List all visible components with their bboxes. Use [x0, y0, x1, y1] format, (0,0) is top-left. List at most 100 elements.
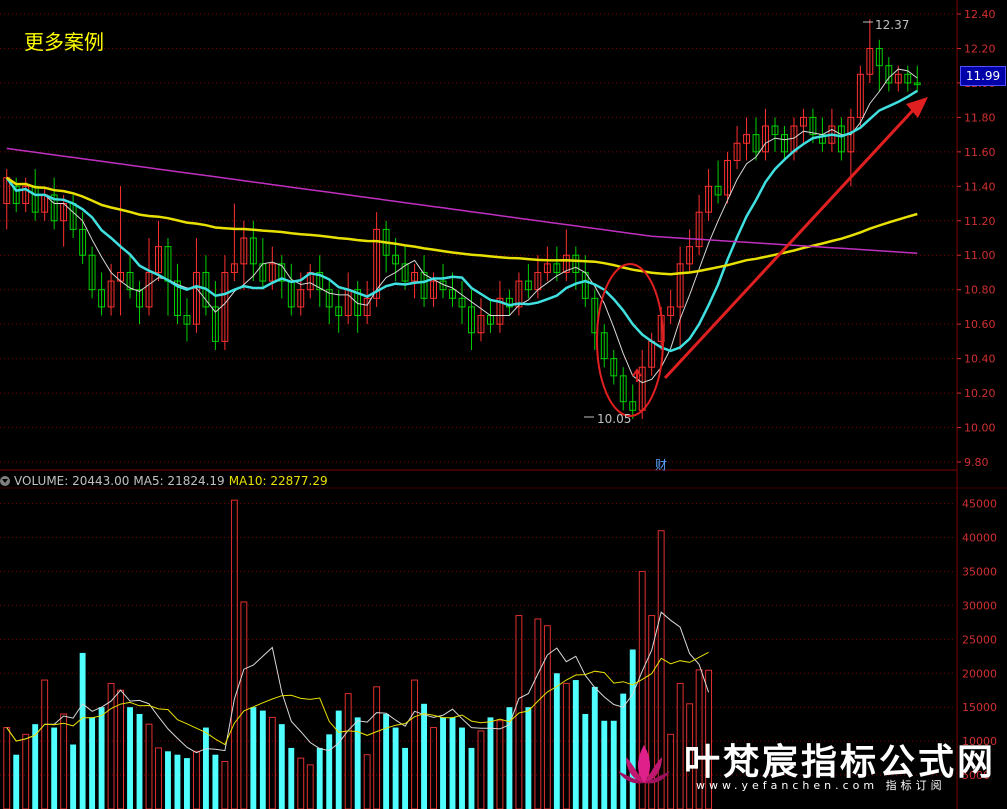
- candle: [363, 297, 371, 317]
- price-tick-label: 10.40: [964, 353, 996, 366]
- volume-bar: [610, 720, 617, 809]
- candle: [401, 263, 409, 282]
- candle: [126, 271, 134, 291]
- volume-bar: [638, 570, 646, 809]
- volume-bar: [373, 686, 381, 809]
- volume-bar: [259, 710, 266, 809]
- candle: [752, 134, 760, 153]
- volume-bar: [468, 747, 475, 809]
- candle: [268, 263, 276, 282]
- candle: [629, 401, 637, 411]
- candle: [335, 306, 343, 317]
- volume-bar: [383, 713, 390, 809]
- volume-bar: [240, 601, 248, 809]
- price-tick-label: 11.80: [964, 111, 996, 124]
- volume-bar: [506, 707, 513, 809]
- ma10-line: [5, 89, 918, 353]
- price-tick-label: 11.00: [964, 249, 996, 262]
- candle: [458, 297, 466, 308]
- candle: [411, 271, 419, 282]
- volume-bar: [344, 693, 352, 809]
- trend-arrow: [663, 106, 917, 380]
- price-tick-label: 11.40: [964, 180, 996, 193]
- candle: [724, 159, 732, 196]
- candle: [183, 315, 191, 325]
- price-tick-label: 10.60: [964, 318, 996, 331]
- volume-bar: [459, 727, 465, 809]
- candle: [562, 254, 570, 273]
- ma10-value: MA10: 22877.29: [228, 474, 328, 488]
- volume-tick-label: 10000: [962, 735, 997, 748]
- volume-bar: [496, 720, 504, 809]
- volume-bar: [174, 754, 181, 809]
- candle: [837, 125, 845, 153]
- volume-ma5-line: [6, 611, 710, 754]
- volume-bar: [326, 734, 333, 809]
- volume-bar: [165, 751, 171, 809]
- watermark-url: www.yefanchen.com 指标订阅: [696, 779, 946, 792]
- volume-bar: [667, 733, 675, 809]
- candle: [297, 289, 305, 308]
- volume-bar: [543, 625, 551, 809]
- volume-bar: [3, 727, 11, 809]
- volume-bar: [572, 680, 579, 809]
- volume-bar: [184, 758, 190, 809]
- lotus-logo-icon: [618, 745, 670, 784]
- volume-ma10-line: [6, 651, 709, 746]
- volume-bar: [316, 747, 323, 809]
- finance-marker[interactable]: 财: [655, 458, 668, 472]
- volume-bar: [13, 754, 20, 809]
- candle: [98, 289, 106, 308]
- ma120-line: [6, 147, 918, 254]
- candle: [667, 306, 675, 317]
- volume-bar: [421, 703, 428, 809]
- volume-bar: [440, 717, 446, 809]
- candle: [600, 332, 608, 360]
- volume-bar: [553, 673, 560, 809]
- candle: [107, 280, 115, 308]
- small-up-arrow-icon: [632, 368, 642, 382]
- candle: [856, 73, 864, 118]
- candle: [420, 271, 428, 299]
- volume-bar: [212, 754, 219, 809]
- volume-bar: [354, 717, 361, 809]
- volume-bar: [487, 717, 494, 809]
- volume-tick-label: 25000: [962, 633, 997, 646]
- candle: [468, 306, 475, 334]
- trend-arrow-head-icon: [906, 97, 928, 118]
- highlight-circle: [596, 263, 664, 417]
- candle: [913, 82, 921, 86]
- candle: [373, 228, 381, 299]
- candle: [354, 289, 362, 317]
- volume-bar: [392, 727, 399, 809]
- candle: [800, 116, 807, 127]
- candle: [543, 263, 551, 273]
- volume-bar: [155, 747, 162, 809]
- volume-bar: [306, 764, 314, 809]
- candle: [249, 237, 257, 265]
- high-label: 12.37: [875, 18, 910, 32]
- candle: [781, 134, 788, 153]
- candle: [695, 211, 703, 248]
- price-tick-label: 12.40: [964, 8, 996, 21]
- volume-bar: [335, 710, 342, 809]
- candle: [22, 185, 30, 205]
- volume-bar: [117, 689, 124, 809]
- watermark: 叶梵宸指标公式网 www.yefanchen.com 指标订阅: [610, 733, 1000, 803]
- collapse-icon[interactable]: [0, 475, 10, 486]
- volume-bar: [591, 686, 598, 809]
- candle: [155, 246, 162, 273]
- price-tick-label: 10.00: [964, 422, 996, 435]
- candle: [430, 280, 437, 299]
- candle: [505, 297, 513, 308]
- more-cases-title[interactable]: 更多案例: [24, 30, 104, 54]
- ma5-value: MA5: 21824.19: [133, 474, 225, 488]
- volume-bar: [648, 615, 656, 809]
- volume-bar: [79, 652, 86, 809]
- candle: [885, 65, 893, 84]
- candle: [524, 280, 532, 291]
- candle: [316, 271, 324, 291]
- volume-bar: [705, 669, 713, 809]
- candle: [619, 375, 627, 403]
